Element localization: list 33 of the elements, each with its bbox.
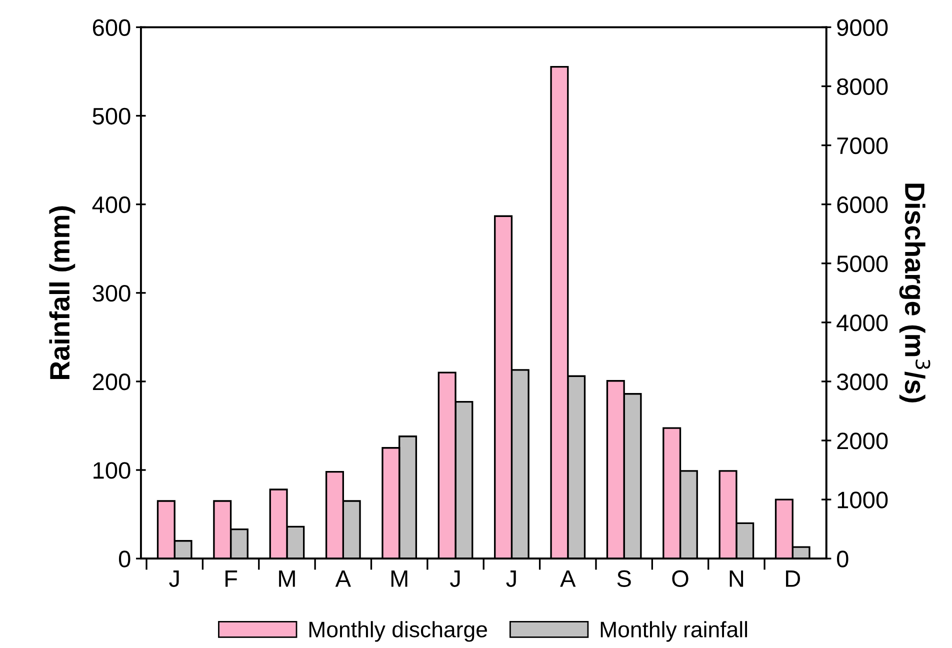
y-axis-title: Rainfall (mm) (49, 206, 76, 380)
y2-tick-label: 0 (836, 550, 848, 568)
x-tick-label: M (279, 570, 295, 587)
y2-tick-label: 9000 (837, 19, 888, 36)
x-tick-label: J (506, 570, 516, 588)
y2-tick-label: 8000 (837, 78, 888, 96)
x-tick-label: S (617, 570, 631, 588)
y-tick-label: 100 (94, 462, 130, 479)
y2-tick-label: 1000 (838, 492, 888, 508)
y-tick-label: 0 (118, 550, 130, 568)
y-tick-label: 600 (92, 19, 130, 36)
y-tick-label: 400 (92, 196, 130, 214)
x-tick-label: A (560, 570, 576, 587)
legend-label: Monthly discharge (309, 621, 487, 642)
y2-tick-label: 3000 (836, 374, 888, 390)
y2-axis-title: Discharge (m$^{3}$/s) (899, 184, 930, 402)
x-tick-label: D (786, 570, 800, 587)
y2-tick-label: 6000 (837, 196, 888, 214)
x-tick-label: A (335, 570, 351, 587)
x-tick-label: M (391, 570, 408, 587)
y-tick-label: 300 (92, 284, 130, 302)
x-tick-label: N (730, 570, 744, 587)
x-tick-label: J (450, 570, 460, 588)
y-tick-label: 500 (92, 108, 130, 125)
y2-tick-label: 7000 (837, 137, 888, 154)
x-tick-label: O (672, 570, 688, 588)
y2-tick-label: 2000 (837, 432, 888, 450)
legend-label: Monthly rainfall (600, 621, 748, 642)
y-tick-label: 200 (92, 374, 130, 390)
y2-tick-label: 5000 (837, 255, 888, 272)
x-tick-label: J (169, 570, 179, 588)
y2-tick-label: 4000 (836, 314, 888, 332)
x-tick-label: F (226, 570, 238, 587)
